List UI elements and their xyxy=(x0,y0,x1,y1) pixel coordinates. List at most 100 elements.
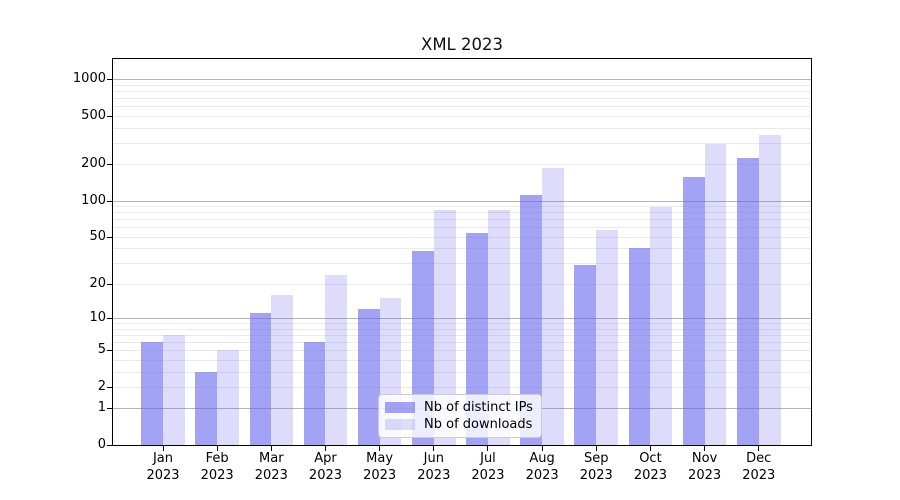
chart-title: XML 2023 xyxy=(421,35,503,54)
gridline-minor xyxy=(113,248,811,250)
bar-distinct-ips-feb xyxy=(195,371,218,445)
gridline-minor xyxy=(113,227,811,229)
x-tick-mark xyxy=(216,446,218,451)
gridline-minor xyxy=(113,236,811,238)
y-tick-mark xyxy=(107,386,113,388)
y-tick-mark xyxy=(107,164,113,166)
bar-downloads-mar xyxy=(271,295,294,445)
bar-downloads-oct xyxy=(650,206,673,445)
legend-swatch-downloads xyxy=(385,419,415,431)
y-tick-mark xyxy=(107,408,113,410)
gridline-minor xyxy=(113,263,811,265)
legend: Nb of distinct IPs Nb of downloads xyxy=(378,394,542,438)
bar-distinct-ips-aug xyxy=(520,195,543,445)
x-tick-label-mar: Mar 2023 xyxy=(254,451,288,483)
x-tick-label-may: May 2023 xyxy=(363,451,397,483)
bar-distinct-ips-nov xyxy=(682,177,705,445)
y-tick-label-1: 1 xyxy=(97,400,106,416)
x-tick-mark xyxy=(487,446,489,451)
gridline-minor xyxy=(113,334,811,336)
gridline-minor xyxy=(113,206,811,208)
y-tick-label-200: 200 xyxy=(81,156,106,172)
bar-distinct-ips-oct xyxy=(628,248,651,445)
bar-downloads-dec xyxy=(758,134,781,445)
gridline-minor xyxy=(113,142,811,144)
y-tick-label-100: 100 xyxy=(81,192,106,208)
bar-distinct-ips-may xyxy=(357,309,380,445)
gridline-minor xyxy=(113,328,811,330)
y-tick-label-2: 2 xyxy=(97,378,106,394)
x-tick-mark xyxy=(324,446,326,451)
x-tick-mark xyxy=(162,446,164,451)
x-tick-mark xyxy=(379,446,381,451)
x-tick-mark xyxy=(704,446,706,451)
x-tick-label-jul: Jul 2023 xyxy=(471,451,505,483)
legend-item-downloads: Nb of downloads xyxy=(385,417,535,432)
y-tick-label-0: 0 xyxy=(97,437,106,452)
gridline-minor xyxy=(113,359,811,361)
gridline-minor xyxy=(113,115,811,117)
gridline-minor xyxy=(113,283,811,285)
x-tick-label-nov: Nov 2023 xyxy=(688,451,722,483)
y-tick-label-5: 5 xyxy=(97,342,106,358)
gridline-minor xyxy=(113,91,811,93)
y-tick-label-1000: 1000 xyxy=(72,71,106,87)
gridline-major xyxy=(113,79,811,81)
gridline-minor xyxy=(113,219,811,221)
bar-distinct-ips-dec xyxy=(736,157,759,445)
gridline-minor xyxy=(113,106,811,108)
x-tick-label-oct: Oct 2023 xyxy=(633,451,667,483)
legend-label-downloads: Nb of downloads xyxy=(424,417,533,433)
gridline-minor xyxy=(113,341,811,343)
legend-swatch-distinct-ips xyxy=(385,401,415,413)
x-tick-label-jun: Jun 2023 xyxy=(417,451,451,483)
bar-distinct-ips-apr xyxy=(303,341,326,445)
y-tick-mark xyxy=(107,283,113,285)
gridline-minor xyxy=(113,323,811,325)
x-tick-label-dec: Dec 2023 xyxy=(742,451,776,483)
gridline-minor xyxy=(113,212,811,214)
gridline-minor xyxy=(113,84,811,86)
y-tick-mark xyxy=(107,200,113,202)
bar-downloads-apr xyxy=(325,274,348,445)
bar-downloads-nov xyxy=(704,143,727,445)
gridline-minor xyxy=(113,350,811,352)
bar-downloads-jan xyxy=(163,334,185,445)
y-tick-mark xyxy=(107,445,113,446)
bar-distinct-ips-jul xyxy=(466,232,488,445)
x-tick-label-jan: Jan 2023 xyxy=(146,451,180,483)
gridline-minor xyxy=(113,164,811,166)
y-tick-mark xyxy=(107,79,113,81)
y-tick-mark xyxy=(107,318,113,320)
bar-distinct-ips-mar xyxy=(249,313,272,445)
gridline-major xyxy=(113,318,811,320)
y-tick-mark xyxy=(107,115,113,117)
legend-item-distinct-ips: Nb of distinct IPs xyxy=(385,400,535,415)
y-tick-label-500: 500 xyxy=(81,107,106,123)
legend-label-distinct-ips: Nb of distinct IPs xyxy=(424,399,533,415)
x-tick-mark xyxy=(541,446,543,451)
gridline-major xyxy=(113,200,811,202)
bar-downloads-sep xyxy=(596,230,619,445)
gridline-minor xyxy=(113,386,811,388)
x-tick-mark xyxy=(433,446,435,451)
gridline-minor xyxy=(113,98,811,100)
x-tick-mark xyxy=(595,446,597,451)
y-tick-label-20: 20 xyxy=(89,275,106,291)
x-tick-mark xyxy=(758,446,760,451)
bar-downloads-jun xyxy=(433,209,456,445)
y-tick-label-50: 50 xyxy=(89,228,106,244)
x-tick-mark xyxy=(649,446,651,451)
x-tick-label-feb: Feb 2023 xyxy=(200,451,234,483)
bar-downloads-jul xyxy=(487,209,510,445)
bar-downloads-feb xyxy=(217,350,239,445)
x-tick-label-sep: Sep 2023 xyxy=(579,451,613,483)
bar-downloads-aug xyxy=(542,167,564,445)
x-tick-label-apr: Apr 2023 xyxy=(308,451,343,483)
x-tick-label-aug: Aug 2023 xyxy=(525,451,559,483)
y-tick-mark xyxy=(107,236,113,238)
x-tick-mark xyxy=(270,446,272,451)
y-tick-mark xyxy=(107,350,113,352)
bar-distinct-ips-jan xyxy=(141,341,163,445)
